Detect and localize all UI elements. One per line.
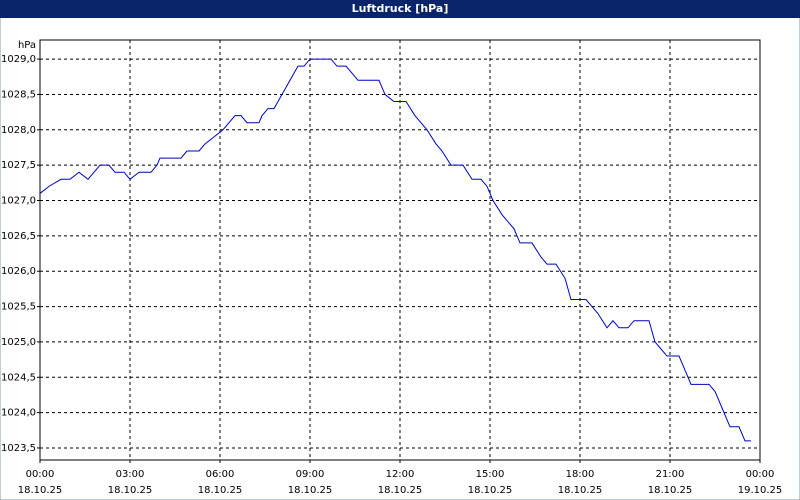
x-tick-label: 12:00 — [386, 469, 415, 480]
y-tick-label: 1028,5 — [1, 89, 36, 100]
x-tick-label: 00:00 — [26, 469, 55, 480]
x-tick-label: 09:00 — [296, 469, 325, 480]
y-unit: hPa — [18, 40, 36, 51]
y-tick-label: 1025,5 — [1, 302, 36, 313]
x-tick-date: 18.10.25 — [558, 485, 603, 496]
x-tick-date: 18.10.25 — [18, 485, 63, 496]
y-tick-label: 1027,5 — [1, 160, 36, 171]
y-tick-label: 1026,0 — [1, 266, 36, 277]
x-tick-date: 18.10.25 — [468, 485, 513, 496]
x-tick-date: 18.10.25 — [648, 485, 693, 496]
title-bar — [0, 0, 800, 18]
x-tick-label: 06:00 — [206, 469, 235, 480]
x-tick-date: 19.10.25 — [738, 485, 783, 496]
y-tick-label: 1026,5 — [1, 231, 36, 242]
y-tick-label: 1023,5 — [1, 443, 36, 454]
y-tick-label: 1024,5 — [1, 372, 36, 383]
x-tick-date: 18.10.25 — [288, 485, 333, 496]
x-tick-date: 18.10.25 — [378, 485, 423, 496]
x-tick-label: 21:00 — [656, 469, 685, 480]
x-tick-date: 18.10.25 — [198, 485, 243, 496]
y-tick-label: 1024,0 — [1, 408, 36, 419]
x-tick-label: 00:00 — [746, 469, 775, 480]
x-tick-date: 18.10.25 — [108, 485, 153, 496]
chart-title: Luftdruck [hPa] — [352, 2, 449, 15]
y-tick-label: 1027,0 — [1, 196, 36, 207]
x-tick-label: 03:00 — [116, 469, 145, 480]
x-tick-label: 18:00 — [566, 469, 595, 480]
y-tick-label: 1025,0 — [1, 337, 36, 348]
x-tick-label: 15:00 — [476, 469, 505, 480]
y-tick-label: 1028,0 — [1, 125, 36, 136]
y-tick-label: 1029,0 — [1, 54, 36, 65]
data-line — [39, 58, 751, 442]
